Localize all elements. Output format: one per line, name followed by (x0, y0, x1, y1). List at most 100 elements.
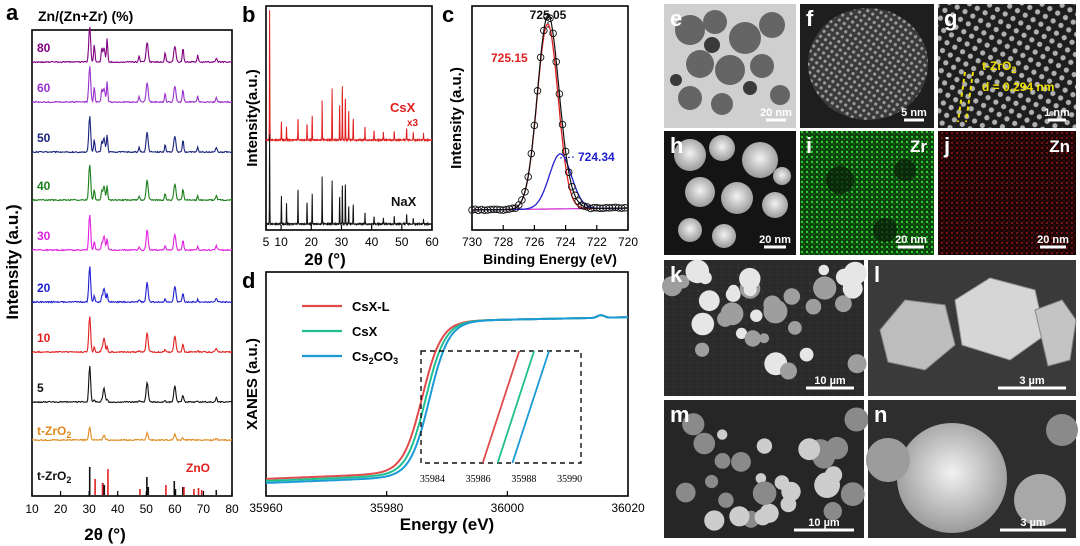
sem-particle (731, 452, 751, 472)
panel-letter-i: i (806, 133, 812, 158)
inset-tick-label: 35986 (466, 474, 491, 485)
panel-n-sem-image (866, 400, 1078, 538)
panel-letter-j: j (943, 133, 950, 158)
csx-pattern (265, 10, 433, 143)
sem-particle (805, 298, 822, 315)
sem-particle (744, 330, 761, 347)
sem-particle (698, 290, 720, 312)
inset-line-cs2co3 (511, 350, 550, 464)
sem-particle (840, 482, 865, 506)
inset-line-csx-l (481, 350, 521, 464)
panel-letter-h: h (670, 133, 683, 158)
panel-k-sem-image (662, 259, 867, 396)
sem-particle (717, 429, 728, 440)
panel-letter-n: n (874, 402, 887, 427)
raw-data-point (549, 29, 557, 38)
raw-data-point (533, 87, 542, 95)
panel-b-frame (265, 5, 433, 231)
d-tick-label: 35960 (249, 501, 283, 515)
xrd-curve-10 (31, 316, 233, 354)
b-tick-label: 10 (274, 235, 288, 249)
d-tick-label: 35980 (370, 501, 404, 515)
sem-particle (843, 261, 867, 285)
series-label-20: 20 (37, 281, 51, 295)
series-label-40: 40 (37, 179, 51, 193)
sem-particle (835, 295, 852, 313)
raw-data-point (508, 204, 517, 213)
sem-particle (691, 312, 715, 336)
sem-particle (774, 475, 790, 490)
label-zno-reference: ZnO (186, 461, 210, 475)
panel-g-dspacing-label: d = 0.294 nm (982, 80, 1054, 94)
panel-letter-g: g (944, 6, 957, 31)
b-tick-label: 30 (335, 235, 349, 249)
scale-bar-label-j: 20 nm (1037, 234, 1069, 246)
series-label-10: 10 (37, 331, 51, 345)
panel-b-ylabel: Intensity(a.u.) (244, 69, 261, 167)
inset-tick-label: 35984 (420, 474, 445, 485)
raw-data-point (558, 120, 567, 129)
peak-label-725-15: 725.15 (491, 51, 528, 65)
zn-element-label: Zn (1049, 137, 1070, 156)
raw-data-point (521, 188, 529, 196)
peak-label-724-34: 724.34 (578, 150, 615, 164)
scale-bar-label-i: 20 nm (895, 234, 927, 246)
d-tick-label: 36000 (491, 501, 525, 515)
xrd-curve-50 (31, 116, 233, 154)
sem-particle (823, 502, 842, 521)
label-nax: NaX (391, 194, 417, 209)
c-tick-label: 726 (524, 235, 544, 249)
label-csx: CsX (390, 100, 416, 115)
scale-bar-label-k: 10 µm (814, 375, 846, 387)
panel-letter-a: a (6, 0, 19, 25)
panel-c-ylabel: Intensity (a.u.) (448, 67, 465, 169)
sem-particle (759, 333, 770, 344)
panel-letter-d: d (242, 268, 255, 293)
series-label-5: 5 (37, 381, 44, 395)
panel-e-tem-image (664, 4, 796, 128)
b-tick-label: 50 (395, 235, 409, 249)
raw-data-point (568, 182, 576, 191)
sem-particle (717, 310, 734, 327)
raw-data-point (527, 149, 536, 158)
sem-particle (682, 413, 705, 436)
a-tick-label: 10 (25, 502, 39, 516)
sem-particle (752, 481, 777, 506)
sem-particle (695, 342, 710, 357)
d-tick-label: 36020 (611, 501, 645, 515)
panel-m-sem-image (664, 400, 869, 538)
c-tick-label: 730 (462, 235, 482, 249)
legend-label-cs2co3: Cs2CO3 (352, 349, 398, 366)
a-tick-label: 30 (82, 502, 96, 516)
panel-b-xlabel: 2θ (°) (304, 250, 346, 269)
raw-data-point (555, 90, 564, 98)
panel-letter-b: b (242, 2, 255, 27)
sem-particle (780, 496, 797, 513)
series-label-30: 30 (37, 229, 51, 243)
scale-bar-label-l: 3 µm (1019, 375, 1045, 387)
sem-particle (662, 276, 683, 297)
panel-letter-l: l (874, 262, 880, 287)
raw-data-point (530, 121, 539, 130)
xrd-curve-80 (31, 26, 233, 64)
panel-d-ylabel: XANES (a.u.) (244, 338, 261, 430)
c-tick-label: 728 (493, 235, 513, 249)
inset-tick-label: 35988 (511, 474, 536, 485)
sem-particle (693, 432, 716, 455)
sem-particle (755, 473, 767, 484)
label-tzro2-series: t-ZrO2 (37, 424, 71, 440)
panel-a-ylabel: Intensity (a.u.) (3, 204, 22, 319)
scale-bar-label-g: 1 nm (1044, 107, 1070, 119)
raw-data-point (540, 26, 548, 35)
raw-data-point (552, 58, 560, 66)
xanes-curve-cs2co3 (265, 314, 629, 484)
sem-particle (750, 309, 763, 322)
raw-data-point (524, 173, 532, 181)
sem-particle (685, 259, 710, 284)
xrd-curve-5 (31, 365, 233, 404)
raw-data-point (561, 147, 570, 156)
legend-label-csx-l: CsX-L (352, 299, 390, 314)
panel-letter-e: e (670, 6, 682, 31)
b-tick-label: 40 (365, 235, 379, 249)
